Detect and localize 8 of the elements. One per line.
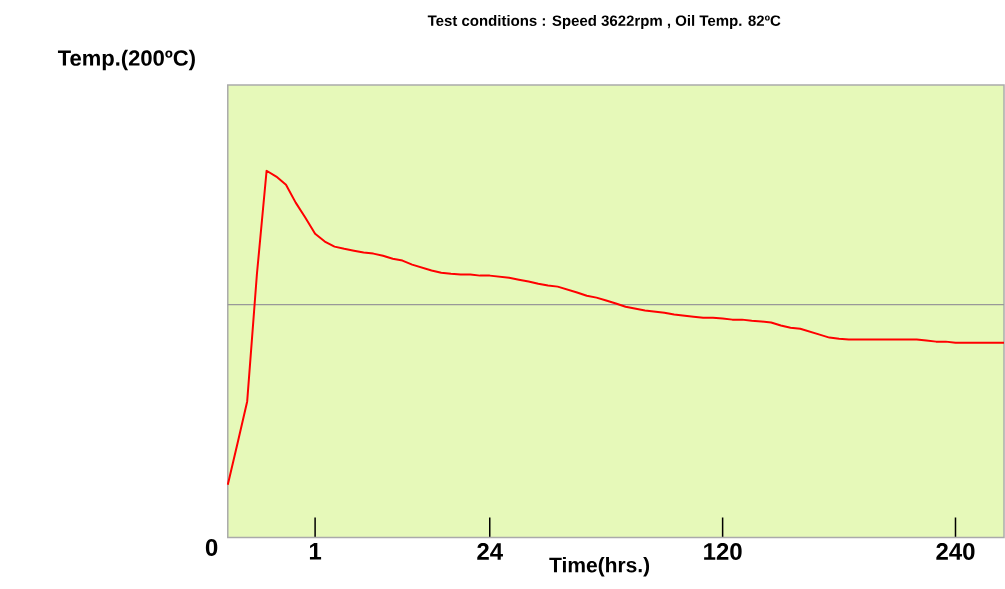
text: 0 — [205, 538, 218, 556]
x-tick-label: 24 — [477, 542, 503, 560]
x-tick-label: 240 — [936, 542, 975, 560]
x-axis-title: Time(hrs.) — [549, 556, 650, 577]
y-axis-title: Temp.(200ºC) — [57, 49, 195, 70]
x-tick-label: 120 — [704, 542, 742, 560]
x-tick-label: 1 — [309, 542, 322, 560]
chart-title: Test conditions : Speed 3622rpm , Oil Temp. 82ºC — [427, 14, 781, 29]
